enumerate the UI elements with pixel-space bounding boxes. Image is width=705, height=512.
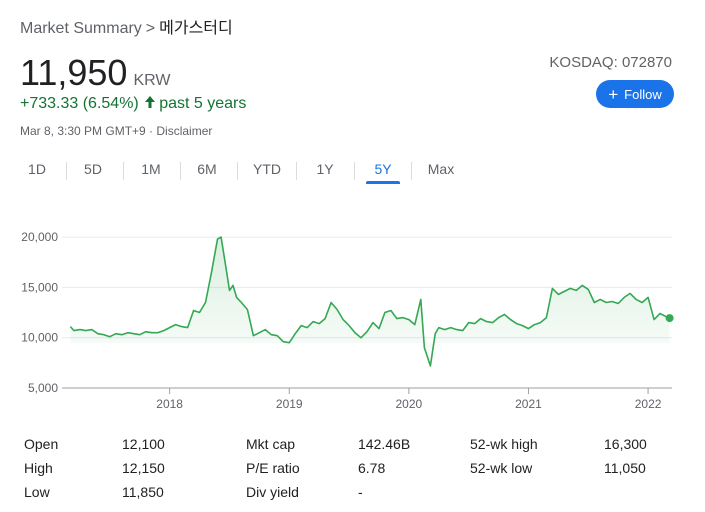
arrow-up-icon bbox=[145, 95, 156, 113]
breadcrumb-root[interactable]: Market Summary bbox=[20, 20, 142, 37]
price-chart[interactable]: 20,000 15,000 10,000 5,000 2018 2019 2020 2021 2… bbox=[0, 205, 705, 415]
stat-value: 142.46B bbox=[358, 436, 411, 452]
stat-value: 12,100 bbox=[122, 436, 165, 452]
y-tick-label: 20,000 bbox=[21, 230, 58, 244]
breadcrumb: Market Summary > 메가스터디 bbox=[20, 14, 233, 38]
tab-divider bbox=[123, 162, 124, 180]
currency: KRW bbox=[133, 72, 171, 89]
follow-button[interactable]: + Follow bbox=[596, 80, 674, 108]
tab-divider bbox=[180, 162, 181, 180]
stat-label: High bbox=[24, 460, 53, 476]
tab-1m[interactable]: 1M bbox=[141, 161, 161, 177]
stat-label: Low bbox=[24, 484, 50, 500]
stat-label: 52-wk high bbox=[470, 436, 538, 452]
price-line bbox=[69, 236, 670, 367]
stat-value: - bbox=[358, 484, 363, 500]
x-tick-label: 2020 bbox=[396, 397, 423, 411]
current-price: 11,950 bbox=[20, 52, 128, 93]
stat-label: P/E ratio bbox=[246, 460, 300, 476]
x-tick-label: 2022 bbox=[635, 397, 662, 411]
area-fill bbox=[70, 237, 670, 366]
plus-icon: + bbox=[608, 84, 619, 104]
tab-1y[interactable]: 1Y bbox=[316, 161, 334, 177]
x-tick-label: 2021 bbox=[515, 397, 542, 411]
stat-value: 12,150 bbox=[122, 460, 165, 476]
range-tabs: 1D 5D 1M 6M YTD 1Y 5Y Max bbox=[0, 156, 705, 186]
stat-label: Mkt cap bbox=[246, 436, 296, 452]
x-tick-label: 2018 bbox=[156, 397, 183, 411]
tab-divider bbox=[296, 162, 297, 180]
stat-label: 52-wk low bbox=[470, 460, 533, 476]
stat-value: 6.78 bbox=[358, 460, 386, 476]
tab-divider bbox=[354, 162, 355, 180]
tab-ytd[interactable]: YTD bbox=[253, 161, 281, 177]
company-name: 메가스터디 bbox=[159, 20, 233, 37]
tab-6m[interactable]: 6M bbox=[197, 161, 217, 177]
breadcrumb-separator: > bbox=[145, 20, 156, 37]
tab-max[interactable]: Max bbox=[427, 161, 455, 177]
x-tick-label: 2019 bbox=[276, 397, 303, 411]
y-tick-label: 5,000 bbox=[28, 381, 58, 395]
exchange-ticker: KOSDAQ: 072870 bbox=[549, 54, 672, 71]
follow-label: Follow bbox=[624, 86, 662, 102]
stat-value: 16,300 bbox=[604, 436, 647, 452]
y-tick-label: 15,000 bbox=[21, 280, 58, 294]
change-period: past 5 years bbox=[159, 95, 247, 112]
tab-divider bbox=[411, 162, 412, 180]
stat-label: Div yield bbox=[246, 484, 299, 500]
tab-5d[interactable]: 5D bbox=[84, 161, 102, 177]
price-change: +733.33 (6.54%) past 5 years bbox=[20, 95, 246, 113]
tab-divider bbox=[66, 162, 67, 180]
stat-label: Open bbox=[24, 436, 59, 452]
tab-divider bbox=[237, 162, 238, 180]
timestamp: Mar 8, 3:30 PM GMT+9 · Disclaimer bbox=[20, 124, 213, 138]
tab-5y[interactable]: 5Y bbox=[366, 156, 400, 184]
change-value: +733.33 (6.54%) bbox=[20, 95, 139, 112]
tab-1d[interactable]: 1D bbox=[28, 161, 46, 177]
y-tick-label: 10,000 bbox=[21, 331, 58, 345]
price-block: 11,950 KRW bbox=[20, 52, 170, 94]
current-point bbox=[665, 314, 674, 323]
stat-value: 11,850 bbox=[122, 484, 164, 500]
stat-value: 11,050 bbox=[604, 460, 646, 476]
